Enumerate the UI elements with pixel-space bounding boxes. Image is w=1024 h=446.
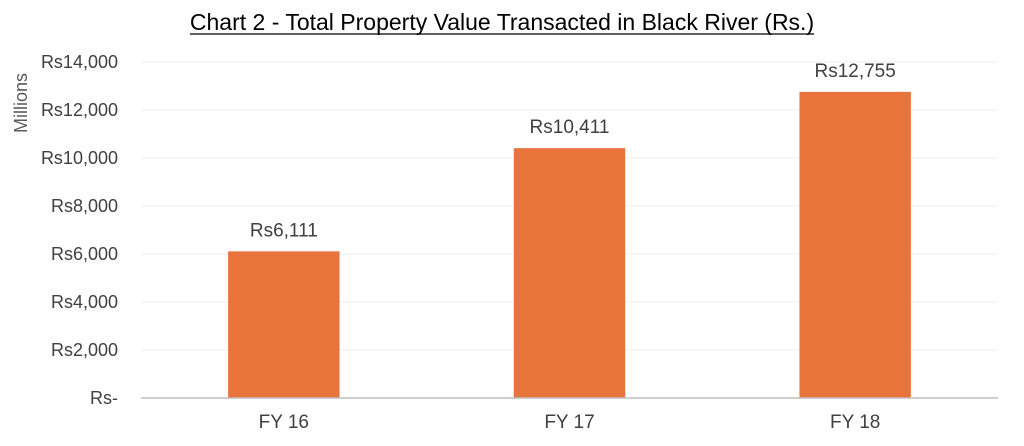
y-tick-label: Rs14,000 bbox=[41, 52, 118, 72]
y-tick-label: Rs- bbox=[90, 388, 118, 408]
y-tick-label: Rs10,000 bbox=[41, 148, 118, 168]
y-tick-label: Rs2,000 bbox=[51, 340, 118, 360]
data-label: Rs12,755 bbox=[814, 61, 895, 82]
bar-fy-16 bbox=[228, 251, 340, 398]
bars bbox=[228, 91, 911, 398]
labels: Rs- Rs2,000 Rs4,000 Rs6,000 Rs8,000 Rs10,000 R… bbox=[41, 52, 896, 433]
x-tick-label: FY 16 bbox=[259, 412, 309, 433]
y-tick-label: Rs8,000 bbox=[51, 196, 118, 216]
y-tick-label: Rs12,000 bbox=[41, 100, 118, 120]
data-label: Rs10,411 bbox=[530, 117, 610, 138]
y-axis-title: Millions bbox=[11, 73, 31, 133]
x-tick-label: FY 18 bbox=[830, 412, 880, 433]
y-tick-label: Rs4,000 bbox=[51, 292, 118, 312]
bar-fy-17 bbox=[513, 148, 626, 398]
data-label: Rs6,111 bbox=[250, 220, 318, 241]
x-tick-label: FY 17 bbox=[544, 412, 594, 433]
bar-fy-18 bbox=[799, 91, 911, 398]
y-tick-label: Rs6,000 bbox=[51, 244, 118, 264]
chart-title: Chart 2 - Total Property Value Transacte… bbox=[190, 9, 814, 35]
